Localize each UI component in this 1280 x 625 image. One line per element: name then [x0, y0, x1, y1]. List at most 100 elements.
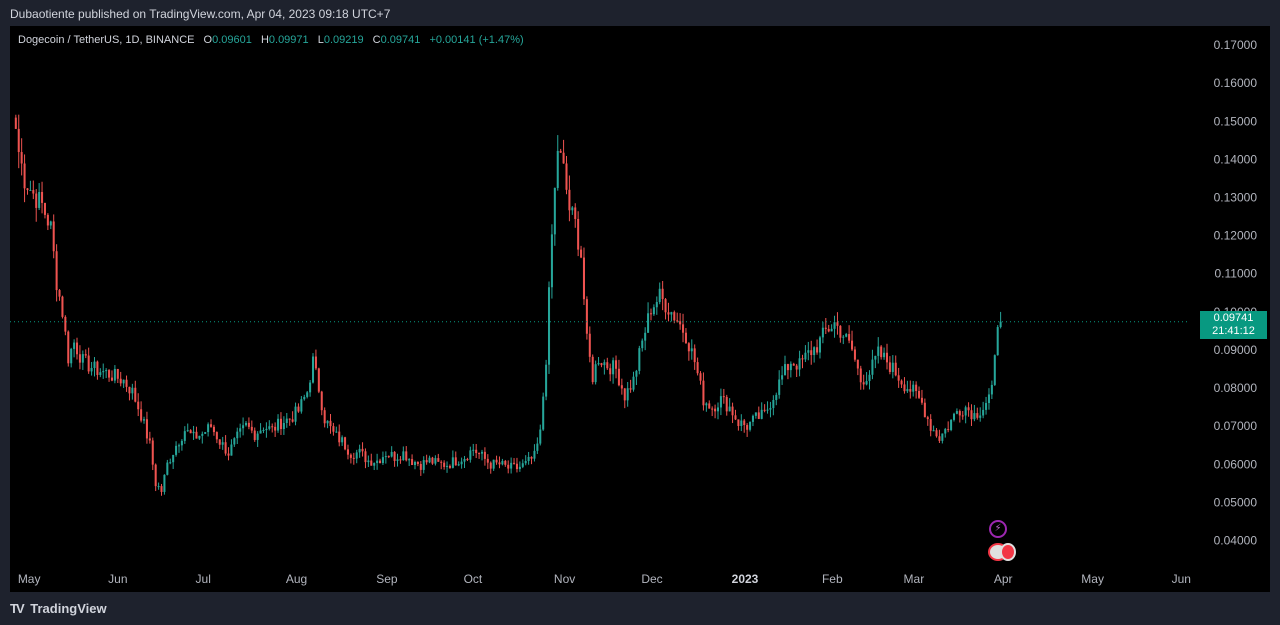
- candle-body: [297, 406, 300, 412]
- candle-body: [151, 440, 154, 465]
- candle-body: [358, 448, 361, 453]
- candle-body: [268, 426, 271, 429]
- candle-body: [90, 368, 93, 372]
- candle-body: [475, 449, 478, 454]
- candle-body: [244, 422, 248, 426]
- high-value: 0.09971: [268, 34, 309, 46]
- time-tick-label: Apr: [994, 572, 1013, 586]
- candle-body: [979, 415, 982, 418]
- candle-body: [367, 460, 370, 463]
- time-tick-label: 2023: [732, 572, 759, 586]
- candle-body: [699, 373, 702, 381]
- flag-event-icon[interactable]: [1000, 543, 1016, 561]
- candle-body: [175, 445, 178, 455]
- candle-body: [947, 429, 950, 431]
- candle-body: [888, 362, 891, 372]
- candle-body: [338, 431, 341, 443]
- candle-body: [766, 409, 769, 411]
- candle-body: [894, 362, 897, 376]
- candle-body: [801, 358, 804, 360]
- tradingview-logo[interactable]: TV TradingView: [10, 601, 107, 616]
- candle-body: [341, 437, 344, 443]
- candle-body: [810, 350, 813, 356]
- candle-body: [734, 415, 737, 420]
- candle-body: [326, 420, 329, 424]
- candle-body: [46, 214, 49, 226]
- candle-body: [760, 409, 763, 419]
- price-axis[interactable]: 0.04000 0.05000 0.06000 0.07000 0.08000 0.090…: [1214, 38, 1258, 547]
- candlestick-chart[interactable]: 0.04000 0.05000 0.06000 0.07000 0.08000 0.090…: [10, 26, 1270, 592]
- candle-body: [274, 426, 277, 431]
- candle-body: [746, 425, 749, 430]
- chart-panel[interactable]: 0.04000 0.05000 0.06000 0.07000 0.08000 0.090…: [10, 26, 1270, 592]
- candle-body: [177, 445, 181, 447]
- candle-body: [399, 459, 402, 461]
- candle-body: [320, 391, 323, 411]
- candle-body: [661, 288, 664, 300]
- candle-body: [210, 424, 213, 427]
- candle-body: [603, 362, 606, 366]
- candle-body: [172, 454, 175, 463]
- candle-body: [580, 249, 583, 258]
- candle-body: [615, 360, 618, 369]
- candle-body: [140, 409, 143, 421]
- candle-body: [556, 150, 559, 188]
- candle-body: [504, 460, 507, 465]
- candle-body: [620, 385, 623, 389]
- candle-body: [673, 312, 676, 321]
- candle-body: [84, 354, 87, 356]
- candle-body: [705, 403, 708, 406]
- candle-body: [964, 407, 967, 416]
- symbol-label: Dogecoin / TetherUS, 1D, BINANCE: [18, 34, 195, 46]
- candle-body: [632, 376, 635, 390]
- price-tick-label: 0.08000: [1214, 381, 1258, 395]
- candle-body: [513, 462, 516, 464]
- candle-body: [393, 451, 396, 461]
- candle-body: [591, 356, 594, 383]
- time-axis[interactable]: May Jun Jul Aug Sep Oct Nov Dec 2023 Feb Mar Apr May…: [18, 572, 1191, 586]
- candle-body: [565, 163, 568, 190]
- candle-body: [285, 418, 288, 423]
- candle-body: [443, 462, 446, 467]
- candle-body: [376, 460, 379, 464]
- candle-body: [670, 312, 673, 315]
- candle-body: [43, 202, 46, 215]
- candle-body: [119, 378, 122, 384]
- candle-body: [682, 324, 685, 333]
- candle-body: [355, 452, 358, 459]
- candle-body: [32, 190, 35, 194]
- candle-body: [239, 428, 242, 432]
- candle-body: [41, 192, 44, 203]
- lightning-event-icon[interactable]: ⚡: [989, 520, 1007, 538]
- candle-body: [818, 337, 821, 353]
- candle-body: [180, 440, 183, 446]
- candle-body: [460, 461, 463, 465]
- price-tick-label: 0.16000: [1214, 76, 1258, 90]
- time-tick-label: Dec: [641, 572, 662, 586]
- candle-body: [198, 435, 201, 439]
- candle-body: [35, 193, 38, 208]
- candle-body: [816, 347, 819, 353]
- price-tick-label: 0.14000: [1214, 152, 1258, 166]
- candle-body: [294, 406, 297, 422]
- time-tick-label: May: [1081, 572, 1104, 586]
- candle-body: [877, 346, 880, 356]
- candle-body: [166, 462, 169, 475]
- price-tick-label: 0.13000: [1214, 191, 1258, 205]
- candle-body: [128, 386, 131, 394]
- candle-body: [221, 442, 224, 445]
- candle-body: [897, 375, 900, 381]
- candle-body: [110, 377, 113, 381]
- candle-body: [183, 431, 186, 441]
- candle-body: [73, 342, 76, 349]
- candle-body: [775, 394, 778, 400]
- candle-body: [247, 422, 250, 427]
- candle-body: [195, 431, 198, 439]
- candle-body: [859, 368, 862, 383]
- candle-body: [469, 450, 472, 460]
- candle-body: [999, 321, 1002, 328]
- close-key: C: [372, 34, 381, 46]
- candle-body: [577, 218, 580, 250]
- candle-body: [75, 342, 79, 355]
- price-tick-label: 0.07000: [1214, 419, 1258, 433]
